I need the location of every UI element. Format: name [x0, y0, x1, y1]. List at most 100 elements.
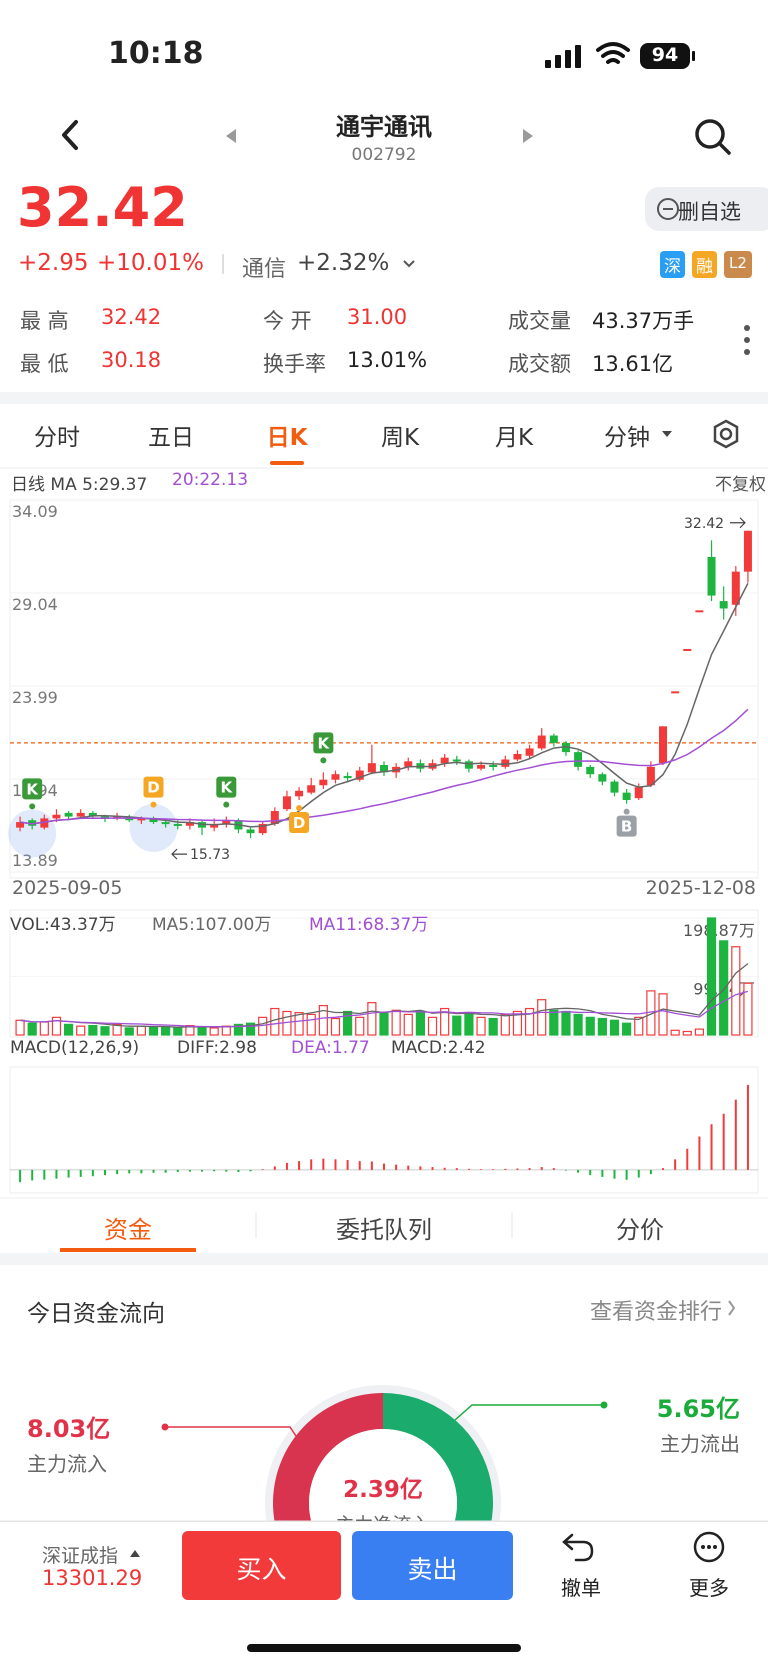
sell-label[interactable]: 卖出 [407, 1555, 458, 1584]
volume-bar [136, 1025, 146, 1036]
candle [489, 765, 498, 768]
volume-bar [76, 1025, 86, 1036]
candle [707, 556, 716, 596]
watch-button[interactable]: 删自选 [678, 200, 741, 224]
signal-icon [545, 45, 581, 68]
volume-bar [537, 999, 547, 1036]
change: +2.95 [18, 250, 89, 276]
volume-bar [343, 1010, 353, 1036]
candle [525, 748, 534, 756]
volume-bar [452, 1015, 462, 1036]
candle [343, 776, 352, 779]
adjust-mode[interactable]: 不复权 [715, 475, 766, 495]
candle [16, 822, 25, 828]
sell-button[interactable] [352, 1531, 513, 1600]
marker-dot [150, 801, 157, 808]
buy-button[interactable] [182, 1531, 341, 1600]
settings-button[interactable] [713, 419, 739, 449]
candle [440, 757, 449, 764]
candle [561, 742, 570, 753]
sector-change[interactable]: +2.32% [297, 250, 390, 276]
next-stock[interactable] [523, 129, 533, 143]
fund-link[interactable]: 查看资金排行 [589, 1300, 722, 1325]
macd-value: MACD:2.42 [391, 1038, 486, 1058]
candle [549, 735, 558, 743]
tab[interactable]: 月K [494, 425, 534, 451]
candle [501, 759, 510, 767]
candle [380, 765, 388, 773]
volume-bar [15, 1019, 25, 1036]
marker-text: K [26, 780, 39, 798]
volume-bar [524, 1007, 535, 1036]
fund-tab[interactable]: 委托队列 [336, 1216, 432, 1244]
watch-button-bg[interactable] [645, 187, 768, 231]
volume-bar [233, 1023, 244, 1036]
volume-bar [270, 1007, 280, 1036]
volume-bar [609, 1019, 620, 1036]
battery-level: 94 [651, 44, 679, 66]
tab[interactable]: 周K [380, 425, 420, 451]
battery-icon [640, 43, 690, 69]
stat-value: 13.61亿 [592, 352, 674, 376]
change-pct: +10.01% [97, 250, 204, 276]
y-tick-label: 13.89 [12, 851, 58, 870]
outflow-label: 主力流出 [660, 1432, 740, 1456]
index-arrow [130, 1550, 140, 1557]
status-time: 10:18 [108, 36, 204, 71]
candle [222, 820, 231, 824]
index-name: 深证成指 [42, 1545, 119, 1567]
marker [22, 778, 43, 800]
badge: L2 [729, 254, 747, 272]
high-arrow [730, 517, 746, 529]
volume-bar [694, 1028, 705, 1036]
candle [28, 820, 37, 826]
volume-bar [440, 1007, 450, 1036]
volume-bar [585, 1016, 595, 1036]
inflow-connector [165, 1426, 301, 1443]
volume-bar [403, 1013, 413, 1036]
ma5-label: 日线 MA 5:29.37 [11, 475, 148, 495]
marker-dot [29, 803, 36, 810]
tab-active[interactable]: 日K [266, 425, 308, 451]
fund-tab[interactable]: 分价 [616, 1216, 664, 1244]
marker-text: K [220, 779, 233, 797]
cancel-label[interactable]: 撤单 [561, 1576, 601, 1600]
y-tick-label: 34.09 [12, 502, 58, 521]
ma-line [19, 708, 749, 825]
volume-ma5: MA5:107.00万 [152, 915, 272, 935]
outflow-connector [454, 1404, 604, 1421]
section-gap [0, 392, 768, 404]
more-dots[interactable] [744, 325, 750, 355]
candle [464, 761, 473, 769]
back-button[interactable] [62, 120, 78, 150]
volume-bar [658, 993, 668, 1036]
volume-ma11: MA11:68.37万 [309, 915, 429, 935]
stat-value: 43.37万手 [592, 309, 695, 333]
more-icon[interactable] [693, 1531, 725, 1563]
tab[interactable]: 分时 [34, 425, 80, 451]
dropdown-icon[interactable] [403, 260, 415, 268]
tab[interactable]: 分钟 [604, 425, 650, 451]
cancel-icon[interactable] [562, 1533, 594, 1562]
marker [289, 811, 310, 833]
sector[interactable]: 通信 [242, 257, 287, 282]
index-value: 13301.29 [42, 1566, 143, 1590]
more-label[interactable]: 更多 [689, 1576, 729, 1600]
tab[interactable]: 五日 [148, 425, 194, 451]
candle [173, 823, 182, 826]
volume-bar [743, 982, 753, 1036]
y-tick-label: 198.87万 [683, 921, 755, 940]
volume-bar [731, 946, 741, 1036]
volume-bar [512, 1010, 523, 1036]
marker [216, 776, 237, 798]
marker-dot [320, 757, 327, 764]
prev-stock[interactable] [226, 129, 236, 143]
buy-label[interactable]: 买入 [236, 1555, 287, 1584]
search-button[interactable] [695, 119, 731, 155]
minus-icon [657, 198, 679, 220]
badge: 深 [664, 257, 681, 277]
fund-tab-active[interactable]: 资金 [104, 1216, 152, 1244]
volume-bar [197, 1026, 207, 1036]
volume-bar [88, 1024, 98, 1036]
